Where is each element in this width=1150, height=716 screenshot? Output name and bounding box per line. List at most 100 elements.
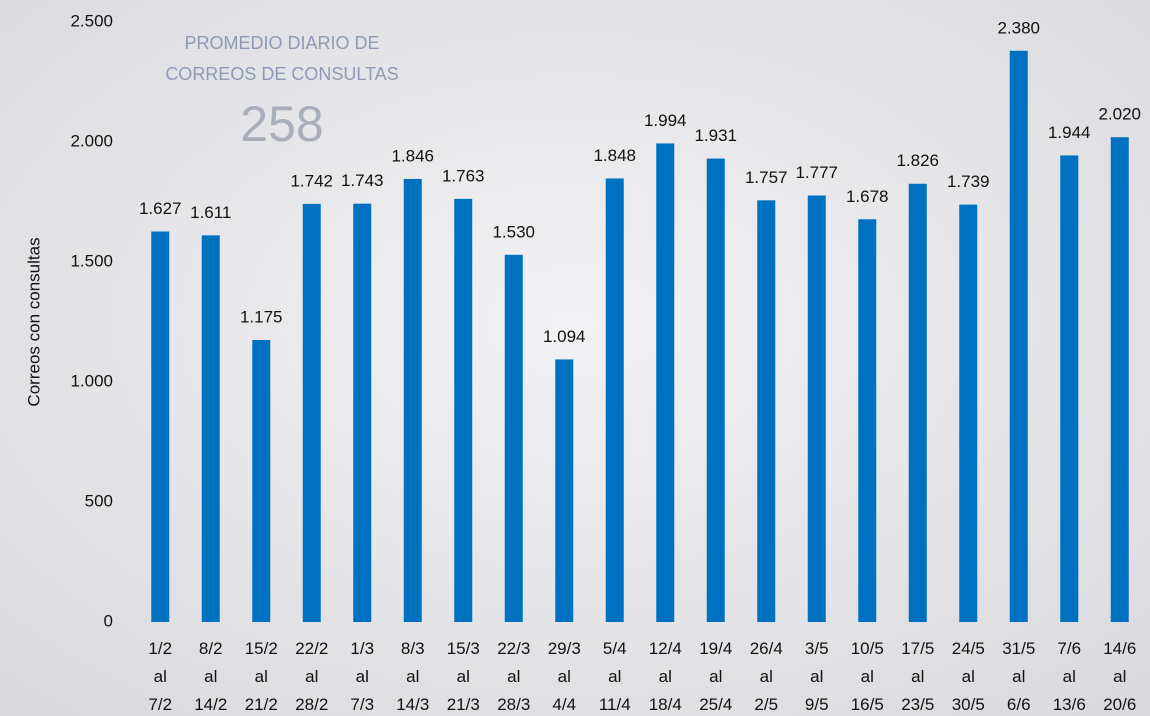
x-tick-line: al [1063, 667, 1076, 686]
bar [656, 143, 675, 622]
x-tick-line: al [558, 667, 571, 686]
x-tick-label: 31/5 al 6/6 [1002, 639, 1035, 714]
x-tick-line: 7/6 [1057, 639, 1081, 658]
value-label: 1.757 [745, 168, 788, 187]
x-tick-label: 7/6 al 13/6 [1053, 639, 1086, 714]
value-label: 1.777 [795, 163, 838, 182]
y-tick-label: 1.000 [70, 371, 113, 390]
x-tick-line: 28/2 [295, 695, 328, 714]
value-label: 1.994 [644, 111, 687, 130]
x-tick-line: 19/4 [699, 639, 732, 658]
x-tick-line: al [1012, 667, 1025, 686]
bar [302, 203, 321, 623]
x-tick-line: al [305, 667, 318, 686]
x-tick-line: 24/5 [952, 639, 985, 658]
bar [454, 198, 473, 622]
x-tick-label: 17/5 al 23/5 [901, 639, 934, 714]
x-tick-label: 8/3 al 14/3 [396, 639, 429, 714]
x-tick-line: al [810, 667, 823, 686]
bar [706, 158, 725, 622]
x-tick-label: 15/2 al 21/2 [245, 639, 278, 714]
bar [353, 203, 372, 622]
x-tick-label: 24/5 al 30/5 [952, 639, 985, 714]
x-tick-line: 5/4 [603, 639, 627, 658]
x-tick-line: 22/3 [497, 639, 530, 658]
x-tick-line: al [911, 667, 924, 686]
x-tick-line: 25/4 [699, 695, 732, 714]
x-tick-line: 10/5 [851, 639, 884, 658]
x-tick-line: 9/5 [805, 695, 829, 714]
x-tick-line: 4/4 [552, 695, 576, 714]
annotation-line: CORREOS DE CONSULTAS [165, 64, 398, 84]
bar [555, 359, 574, 622]
x-tick-line: 15/2 [245, 639, 278, 658]
value-label: 1.846 [391, 146, 434, 165]
bar [908, 183, 927, 622]
value-label: 1.611 [190, 203, 231, 222]
bar [807, 195, 826, 622]
x-tick-line: 31/5 [1002, 639, 1035, 658]
bar [1110, 137, 1129, 622]
x-tick-line: al [760, 667, 773, 686]
bar [504, 254, 523, 623]
x-tick-label: 1/2 al 7/2 [148, 639, 172, 714]
x-tick-line: 20/6 [1103, 695, 1136, 714]
x-tick-line: 3/5 [805, 639, 829, 658]
x-tick-label: 22/3 al 28/3 [497, 639, 530, 714]
x-tick-label: 10/5 al 16/5 [851, 639, 884, 714]
y-axis-label: Correos con consultas [24, 237, 43, 406]
value-label: 2.020 [1098, 105, 1141, 124]
value-label: 1.530 [492, 222, 535, 241]
x-tick-line: 8/2 [199, 639, 223, 658]
x-tick-line: 7/3 [350, 695, 374, 714]
x-tick-line: 14/3 [396, 695, 429, 714]
x-tick-label: 29/3 al 4/4 [548, 639, 581, 714]
x-tick-label: 8/2 al 14/2 [194, 639, 227, 714]
x-tick-line: 13/6 [1053, 695, 1086, 714]
x-tick-line: 21/3 [447, 695, 480, 714]
value-label: 1.763 [442, 166, 485, 185]
x-tick-line: al [457, 667, 470, 686]
y-tick-label: 1.500 [70, 251, 113, 270]
value-label: 1.742 [290, 171, 333, 190]
bar [959, 204, 978, 622]
bar [605, 178, 624, 623]
value-label: 1.627 [139, 199, 182, 218]
x-tick-line: 18/4 [649, 695, 682, 714]
value-label: 1.739 [947, 172, 990, 191]
x-tick-line: 23/5 [901, 695, 934, 714]
bar [151, 231, 170, 622]
x-tick-line: 1/2 [148, 639, 172, 658]
x-tick-line: 22/2 [295, 639, 328, 658]
value-label: 1.743 [341, 171, 384, 190]
x-tick-line: 30/5 [952, 695, 985, 714]
y-tick-label: 2.000 [70, 131, 113, 150]
x-tick-label: 15/3 al 21/3 [447, 639, 480, 714]
x-tick-line: 16/5 [851, 695, 884, 714]
bar [858, 219, 877, 622]
value-label: 1.931 [694, 126, 737, 145]
x-tick-label: 1/3 al 7/3 [350, 639, 374, 714]
x-tick-line: al [659, 667, 672, 686]
x-tick-label: 5/4 al 11/4 [599, 639, 631, 714]
x-tick-line: al [608, 667, 621, 686]
x-tick-line: al [204, 667, 217, 686]
x-tick-line: al [861, 667, 874, 686]
x-tick-line: al [962, 667, 975, 686]
annotation-line: PROMEDIO DIARIO DE [184, 33, 379, 53]
x-tick-line: al [356, 667, 369, 686]
value-label: 1.944 [1048, 123, 1091, 142]
x-tick-line: 12/4 [649, 639, 682, 658]
y-tick-label: 2.500 [70, 11, 113, 30]
x-tick-line: 29/3 [548, 639, 581, 658]
bar [757, 200, 776, 622]
x-tick-line: al [154, 667, 167, 686]
value-label: 1.848 [593, 146, 636, 165]
x-tick-label: 12/4 al 18/4 [649, 639, 682, 714]
bar [403, 178, 422, 622]
x-tick-line: 15/3 [447, 639, 480, 658]
x-tick-line: 1/3 [350, 639, 374, 658]
x-tick-line: 17/5 [901, 639, 934, 658]
y-tick-label: 0 [104, 611, 113, 630]
